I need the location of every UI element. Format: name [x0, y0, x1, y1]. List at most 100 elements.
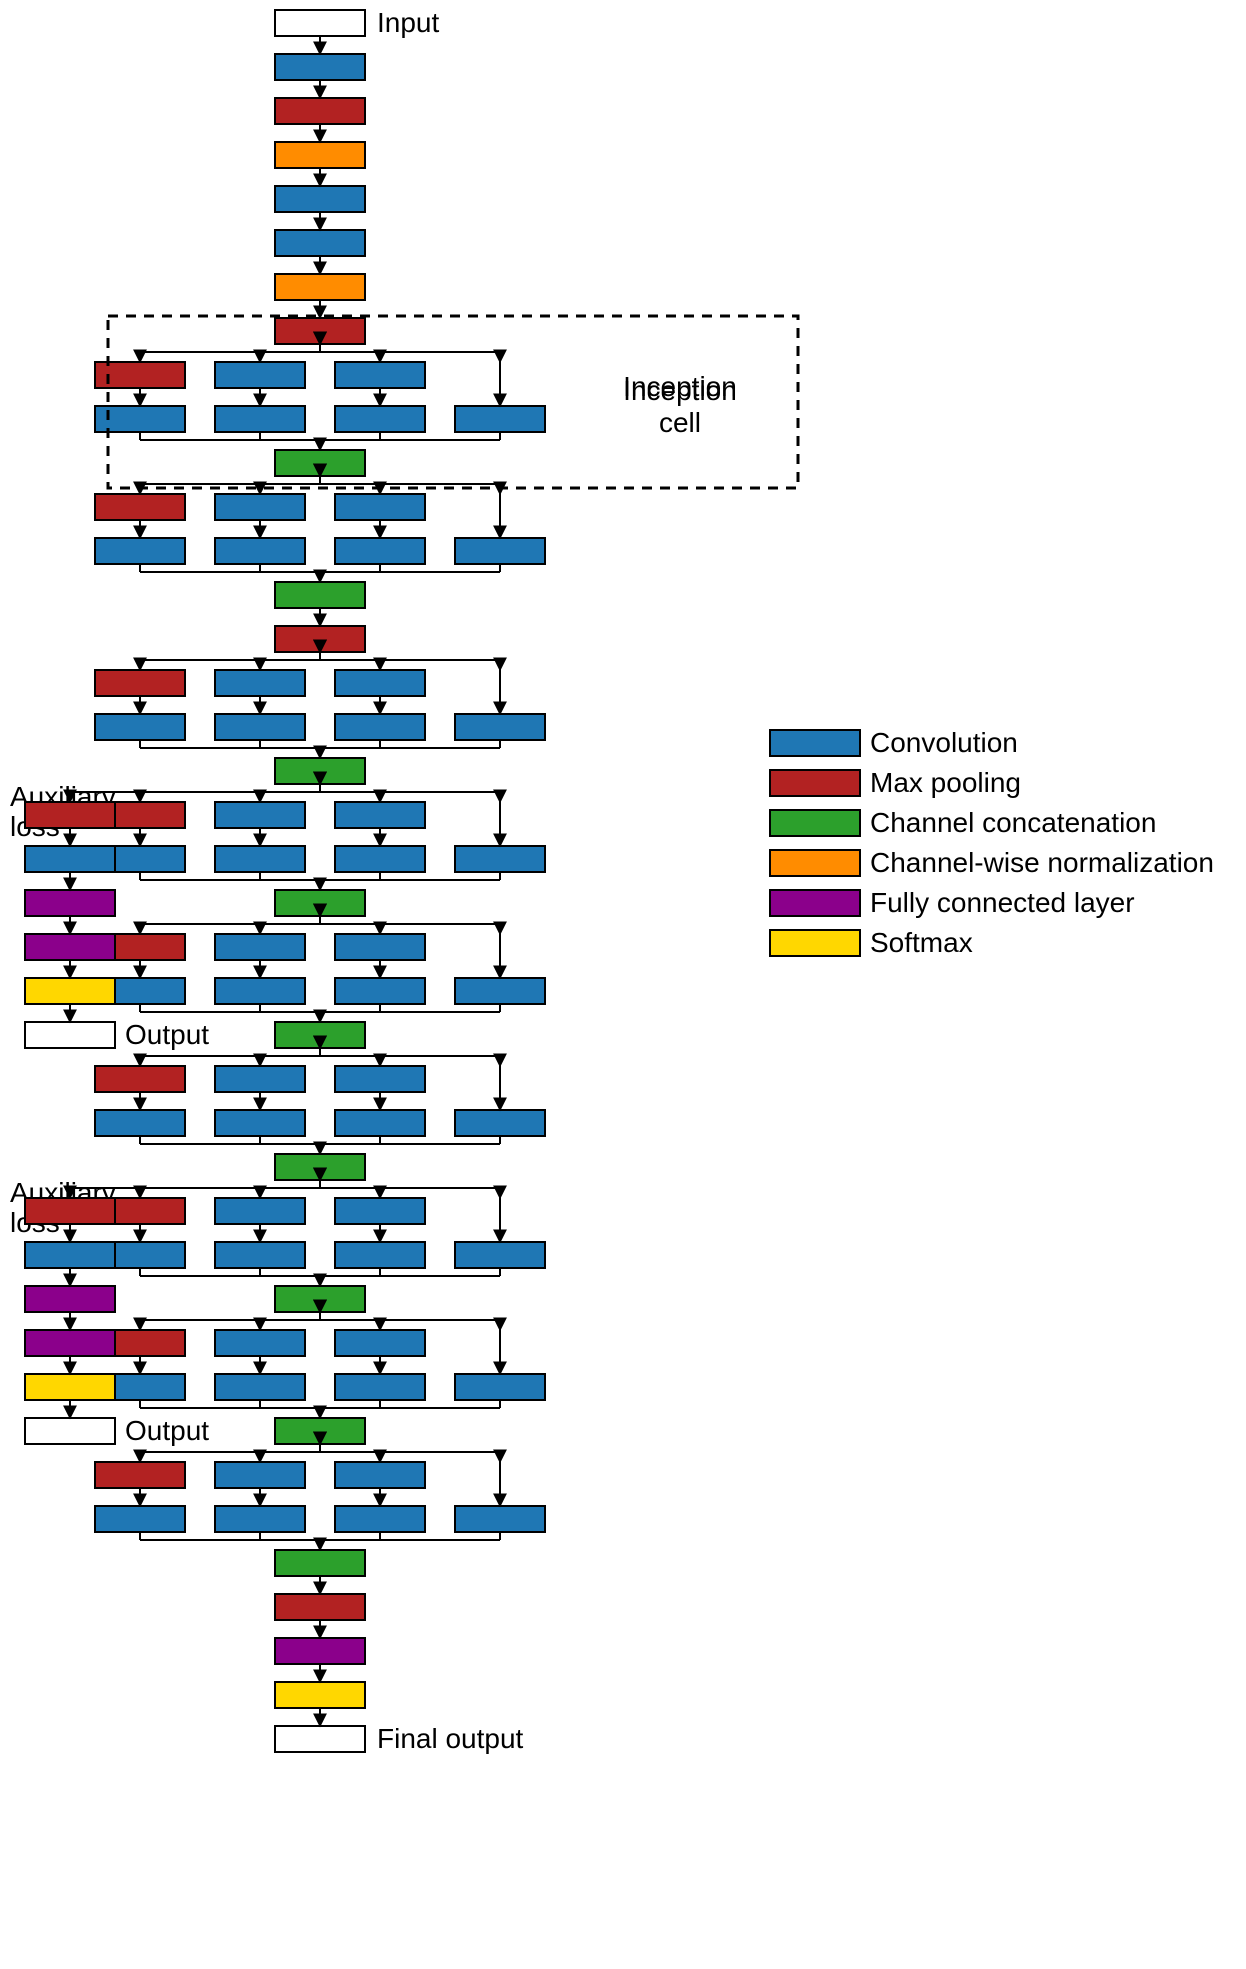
stem-7-max_pooling — [275, 318, 365, 344]
cell-branch3-b — [455, 1242, 545, 1268]
cell-branch3-b — [455, 406, 545, 432]
cell-branch2-a — [335, 934, 425, 960]
cell-branch2-b — [335, 1374, 425, 1400]
aux1-0-max_pooling — [25, 1198, 115, 1224]
aux-output-label-0: Output — [125, 1019, 209, 1050]
final-output-label: Final output — [377, 1723, 524, 1754]
cell-branch1-a — [215, 670, 305, 696]
cell-branch3-b — [455, 714, 545, 740]
cell-branch2-b — [335, 406, 425, 432]
cell-branch2-a — [335, 1330, 425, 1356]
aux1-5-io — [25, 1418, 115, 1444]
legend-swatch-norm — [770, 850, 860, 876]
cell-branch1-b — [215, 714, 305, 740]
cell-concat — [275, 1418, 365, 1444]
cell-branch0-b — [95, 538, 185, 564]
cell-branch0-b — [95, 1506, 185, 1532]
cell-branch3-b — [455, 1110, 545, 1136]
cell-branch1-b — [215, 538, 305, 564]
tail-2-softmax — [275, 1682, 365, 1708]
cell-branch1-a — [215, 802, 305, 828]
input-label: Input — [377, 7, 439, 38]
cell-branch0-b — [95, 714, 185, 740]
cell-branch1-a — [215, 494, 305, 520]
tail-1-fc — [275, 1638, 365, 1664]
stem-6-norm — [275, 274, 365, 300]
cell-branch0-a — [95, 1066, 185, 1092]
legend-swatch-softmax — [770, 930, 860, 956]
cell-concat — [275, 1154, 365, 1180]
legend-label-convolution: Convolution — [870, 727, 1018, 758]
cell-branch1-b — [215, 978, 305, 1004]
aux-output-label-1: Output — [125, 1415, 209, 1446]
aux1-3-fc — [25, 1330, 115, 1356]
cell-branch3-b — [455, 1506, 545, 1532]
tail-3-io — [275, 1726, 365, 1752]
cell-branch3-b — [455, 978, 545, 1004]
cell-branch2-a — [335, 494, 425, 520]
mid-maxpool — [275, 626, 365, 652]
cell-branch0-a — [95, 670, 185, 696]
cell-branch1-a — [215, 934, 305, 960]
legend-swatch-fc — [770, 890, 860, 916]
cell-branch2-b — [335, 846, 425, 872]
legend-label-concat: Channel concatenation — [870, 807, 1156, 838]
cell-concat — [275, 758, 365, 784]
cell-concat — [275, 450, 365, 476]
stem-2-max_pooling — [275, 98, 365, 124]
cell-branch2-b — [335, 1242, 425, 1268]
cell-branch1-a — [215, 1198, 305, 1224]
cell-branch3-b — [455, 1374, 545, 1400]
legend-swatch-convolution — [770, 730, 860, 756]
cell-branch1-b — [215, 406, 305, 432]
stem-5-convolution — [275, 230, 365, 256]
cell-concat — [275, 890, 365, 916]
cell-branch2-a — [335, 670, 425, 696]
cell-branch1-a — [215, 1462, 305, 1488]
inception-cell-label-a: Inception — [623, 375, 737, 406]
legend-label-norm: Channel-wise normalization — [870, 847, 1214, 878]
tail-0-max_pooling — [275, 1594, 365, 1620]
legend-swatch-concat — [770, 810, 860, 836]
cell-concat — [275, 1022, 365, 1048]
cell-branch2-b — [335, 1506, 425, 1532]
aux0-5-io — [25, 1022, 115, 1048]
stem-3-norm — [275, 142, 365, 168]
aux0-0-max_pooling — [25, 802, 115, 828]
inception-cell-label-b: cell — [659, 407, 701, 438]
cell-branch1-a — [215, 362, 305, 388]
aux0-1-convolution — [25, 846, 115, 872]
cell-branch3-b — [455, 846, 545, 872]
cell-concat — [275, 1286, 365, 1312]
aux0-3-fc — [25, 934, 115, 960]
cell-branch2-a — [335, 1198, 425, 1224]
cell-branch0-a — [95, 494, 185, 520]
stem-0-io — [275, 10, 365, 36]
legend-label-max_pooling: Max pooling — [870, 767, 1021, 798]
cell-concat — [275, 582, 365, 608]
aux0-2-fc — [25, 890, 115, 916]
cell-branch1-a — [215, 1066, 305, 1092]
stem-1-convolution — [275, 54, 365, 80]
aux1-1-convolution — [25, 1242, 115, 1268]
cell-branch1-b — [215, 1506, 305, 1532]
cell-branch0-b — [95, 1110, 185, 1136]
cell-branch0-a — [95, 1462, 185, 1488]
cell-branch2-b — [335, 538, 425, 564]
cell-branch1-b — [215, 1110, 305, 1136]
cell-branch2-a — [335, 802, 425, 828]
aux0-4-softmax — [25, 978, 115, 1004]
cell-concat — [275, 1550, 365, 1576]
legend-swatch-max_pooling — [770, 770, 860, 796]
cell-branch2-b — [335, 978, 425, 1004]
cell-branch1-a — [215, 1330, 305, 1356]
cell-branch3-b — [455, 538, 545, 564]
legend-label-softmax: Softmax — [870, 927, 973, 958]
stem-4-convolution — [275, 186, 365, 212]
cell-branch1-b — [215, 1374, 305, 1400]
aux1-4-softmax — [25, 1374, 115, 1400]
cell-branch2-a — [335, 1462, 425, 1488]
aux1-2-fc — [25, 1286, 115, 1312]
cell-branch2-b — [335, 714, 425, 740]
cell-branch1-b — [215, 846, 305, 872]
